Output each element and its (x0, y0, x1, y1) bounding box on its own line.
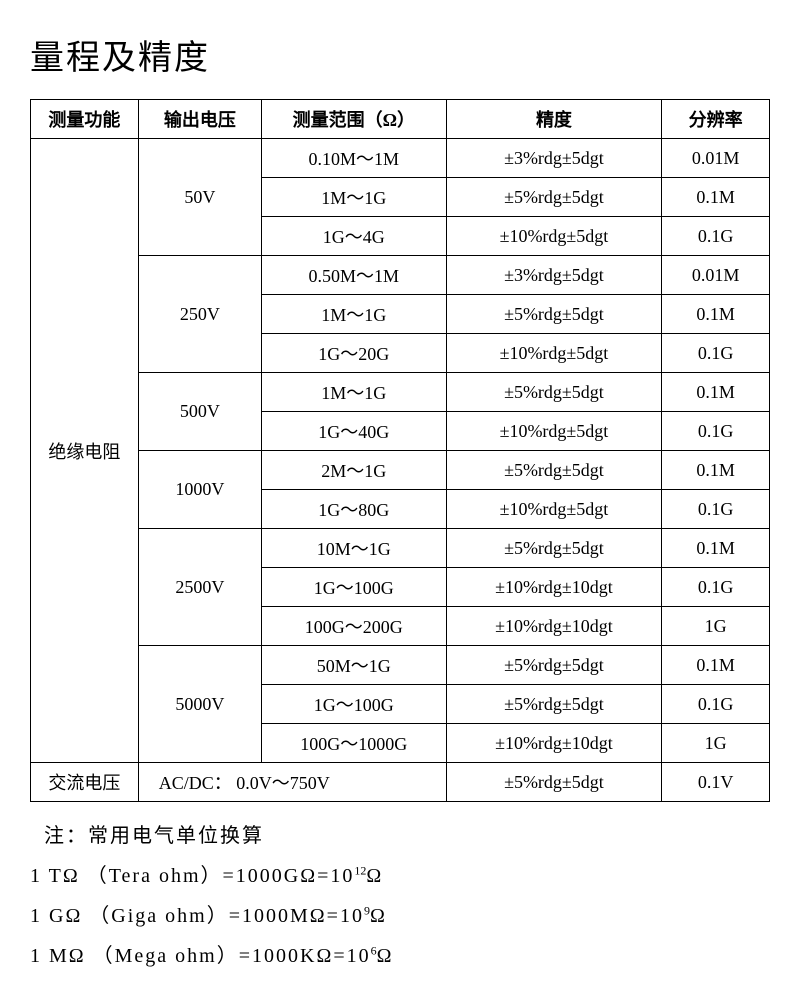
table-header-row: 测量功能 输出电压 测量范围（Ω） 精度 分辨率 (31, 100, 770, 139)
cell-range: 100G～1000G (261, 724, 446, 763)
cell-res: 0.1G (662, 217, 770, 256)
table-row: 绝缘电阻 50V 0.10M～1M ±3%rdg±5dgt 0.01M (31, 139, 770, 178)
cell-range: 0.10M～1M (261, 139, 446, 178)
table-row: 2500V 10M～1G ±5%rdg±5dgt 0.1M (31, 529, 770, 568)
cell-res: 0.1M (662, 295, 770, 334)
notes-line: 1 MΩ （Mega ohm）=1000KΩ=106Ω (30, 936, 770, 976)
notes-line: 1 GΩ （Giga ohm）=1000MΩ=109Ω (30, 896, 770, 936)
cell-voltage: 5000V (138, 646, 261, 763)
page-title: 量程及精度 (30, 30, 770, 79)
cell-range: 50M～1G (261, 646, 446, 685)
cell-func: 绝缘电阻 (31, 139, 139, 763)
cell-voltage: 500V (138, 373, 261, 451)
cell-range: 2M～1G (261, 451, 446, 490)
table-row: 1000V 2M～1G ±5%rdg±5dgt 0.1M (31, 451, 770, 490)
th-resolution: 分辨率 (662, 100, 770, 139)
cell-acc: ±10%rdg±10dgt (446, 568, 662, 607)
cell-res: 0.1G (662, 685, 770, 724)
cell-range: 1G～40G (261, 412, 446, 451)
cell-acdc-func: 交流电压 (31, 763, 139, 802)
cell-range: 10M～1G (261, 529, 446, 568)
notes-block: 注：常用电气单位换算 1 TΩ （Tera ohm）=1000GΩ=1012Ω … (30, 816, 770, 976)
cell-acdc-res: 0.1V (662, 763, 770, 802)
th-voltage: 输出电压 (138, 100, 261, 139)
th-accuracy: 精度 (446, 100, 662, 139)
cell-range: 0.50M～1M (261, 256, 446, 295)
cell-acc: ±10%rdg±5dgt (446, 217, 662, 256)
cell-range: 1G～20G (261, 334, 446, 373)
cell-voltage: 50V (138, 139, 261, 256)
spec-table: 测量功能 输出电压 测量范围（Ω） 精度 分辨率 绝缘电阻 50V 0.10M～… (30, 99, 770, 802)
cell-acc: ±5%rdg±5dgt (446, 685, 662, 724)
cell-acc: ±5%rdg±5dgt (446, 295, 662, 334)
cell-acc: ±10%rdg±10dgt (446, 607, 662, 646)
cell-range: 1M～1G (261, 295, 446, 334)
cell-res: 0.1M (662, 646, 770, 685)
cell-voltage: 2500V (138, 529, 261, 646)
th-func: 测量功能 (31, 100, 139, 139)
cell-range: 1G～100G (261, 568, 446, 607)
cell-range: 1G～100G (261, 685, 446, 724)
cell-acdc-range: AC/DC： 0.0V～750V (138, 763, 446, 802)
cell-range: 1M～1G (261, 178, 446, 217)
cell-res: 0.1M (662, 451, 770, 490)
cell-res: 0.1G (662, 490, 770, 529)
notes-heading: 注：常用电气单位换算 (30, 816, 770, 856)
cell-acc: ±10%rdg±10dgt (446, 724, 662, 763)
cell-acc: ±3%rdg±5dgt (446, 139, 662, 178)
cell-range: 1G～4G (261, 217, 446, 256)
th-range: 测量范围（Ω） (261, 100, 446, 139)
cell-acc: ±5%rdg±5dgt (446, 646, 662, 685)
cell-acc: ±5%rdg±5dgt (446, 451, 662, 490)
cell-acdc-acc: ±5%rdg±5dgt (446, 763, 662, 802)
cell-range: 1M～1G (261, 373, 446, 412)
cell-res: 0.1M (662, 373, 770, 412)
table-row: 500V 1M～1G ±5%rdg±5dgt 0.1M (31, 373, 770, 412)
cell-res: 0.01M (662, 256, 770, 295)
cell-res: 0.1G (662, 334, 770, 373)
table-row: 250V 0.50M～1M ±3%rdg±5dgt 0.01M (31, 256, 770, 295)
cell-res: 1G (662, 607, 770, 646)
cell-range: 100G～200G (261, 607, 446, 646)
cell-voltage: 250V (138, 256, 261, 373)
cell-acc: ±3%rdg±5dgt (446, 256, 662, 295)
table-row: 5000V 50M～1G ±5%rdg±5dgt 0.1M (31, 646, 770, 685)
cell-acc: ±10%rdg±5dgt (446, 334, 662, 373)
cell-voltage: 1000V (138, 451, 261, 529)
cell-res: 1G (662, 724, 770, 763)
cell-res: 0.1G (662, 568, 770, 607)
cell-res: 0.1M (662, 178, 770, 217)
cell-acc: ±10%rdg±5dgt (446, 412, 662, 451)
cell-res: 0.1M (662, 529, 770, 568)
cell-acc: ±5%rdg±5dgt (446, 529, 662, 568)
cell-acc: ±5%rdg±5dgt (446, 178, 662, 217)
cell-acc: ±5%rdg±5dgt (446, 373, 662, 412)
cell-acc: ±10%rdg±5dgt (446, 490, 662, 529)
notes-line: 1 TΩ （Tera ohm）=1000GΩ=1012Ω (30, 856, 770, 896)
cell-res: 0.1G (662, 412, 770, 451)
table-row-acdc: 交流电压 AC/DC： 0.0V～750V ±5%rdg±5dgt 0.1V (31, 763, 770, 802)
cell-range: 1G～80G (261, 490, 446, 529)
cell-res: 0.01M (662, 139, 770, 178)
